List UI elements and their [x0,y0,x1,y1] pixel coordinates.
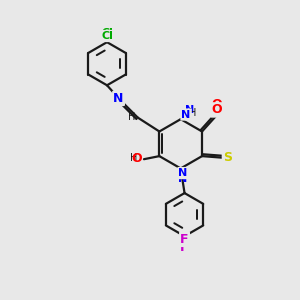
Text: N: N [182,110,191,119]
Text: O: O [131,152,142,165]
Text: O: O [212,98,222,112]
Text: S: S [223,151,232,164]
Text: Cl: Cl [101,31,113,41]
Text: H: H [130,153,138,164]
Text: N: N [113,92,124,105]
Text: N: N [113,92,124,105]
Text: Cl: Cl [101,28,113,38]
Text: N: N [178,174,188,184]
Text: F: F [180,233,189,246]
Text: F: F [180,241,189,254]
Text: N: N [184,105,194,115]
Text: N: N [178,168,188,178]
Text: H: H [189,108,197,118]
Text: S: S [223,151,232,164]
Text: O: O [212,103,222,116]
Text: H: H [128,112,135,122]
